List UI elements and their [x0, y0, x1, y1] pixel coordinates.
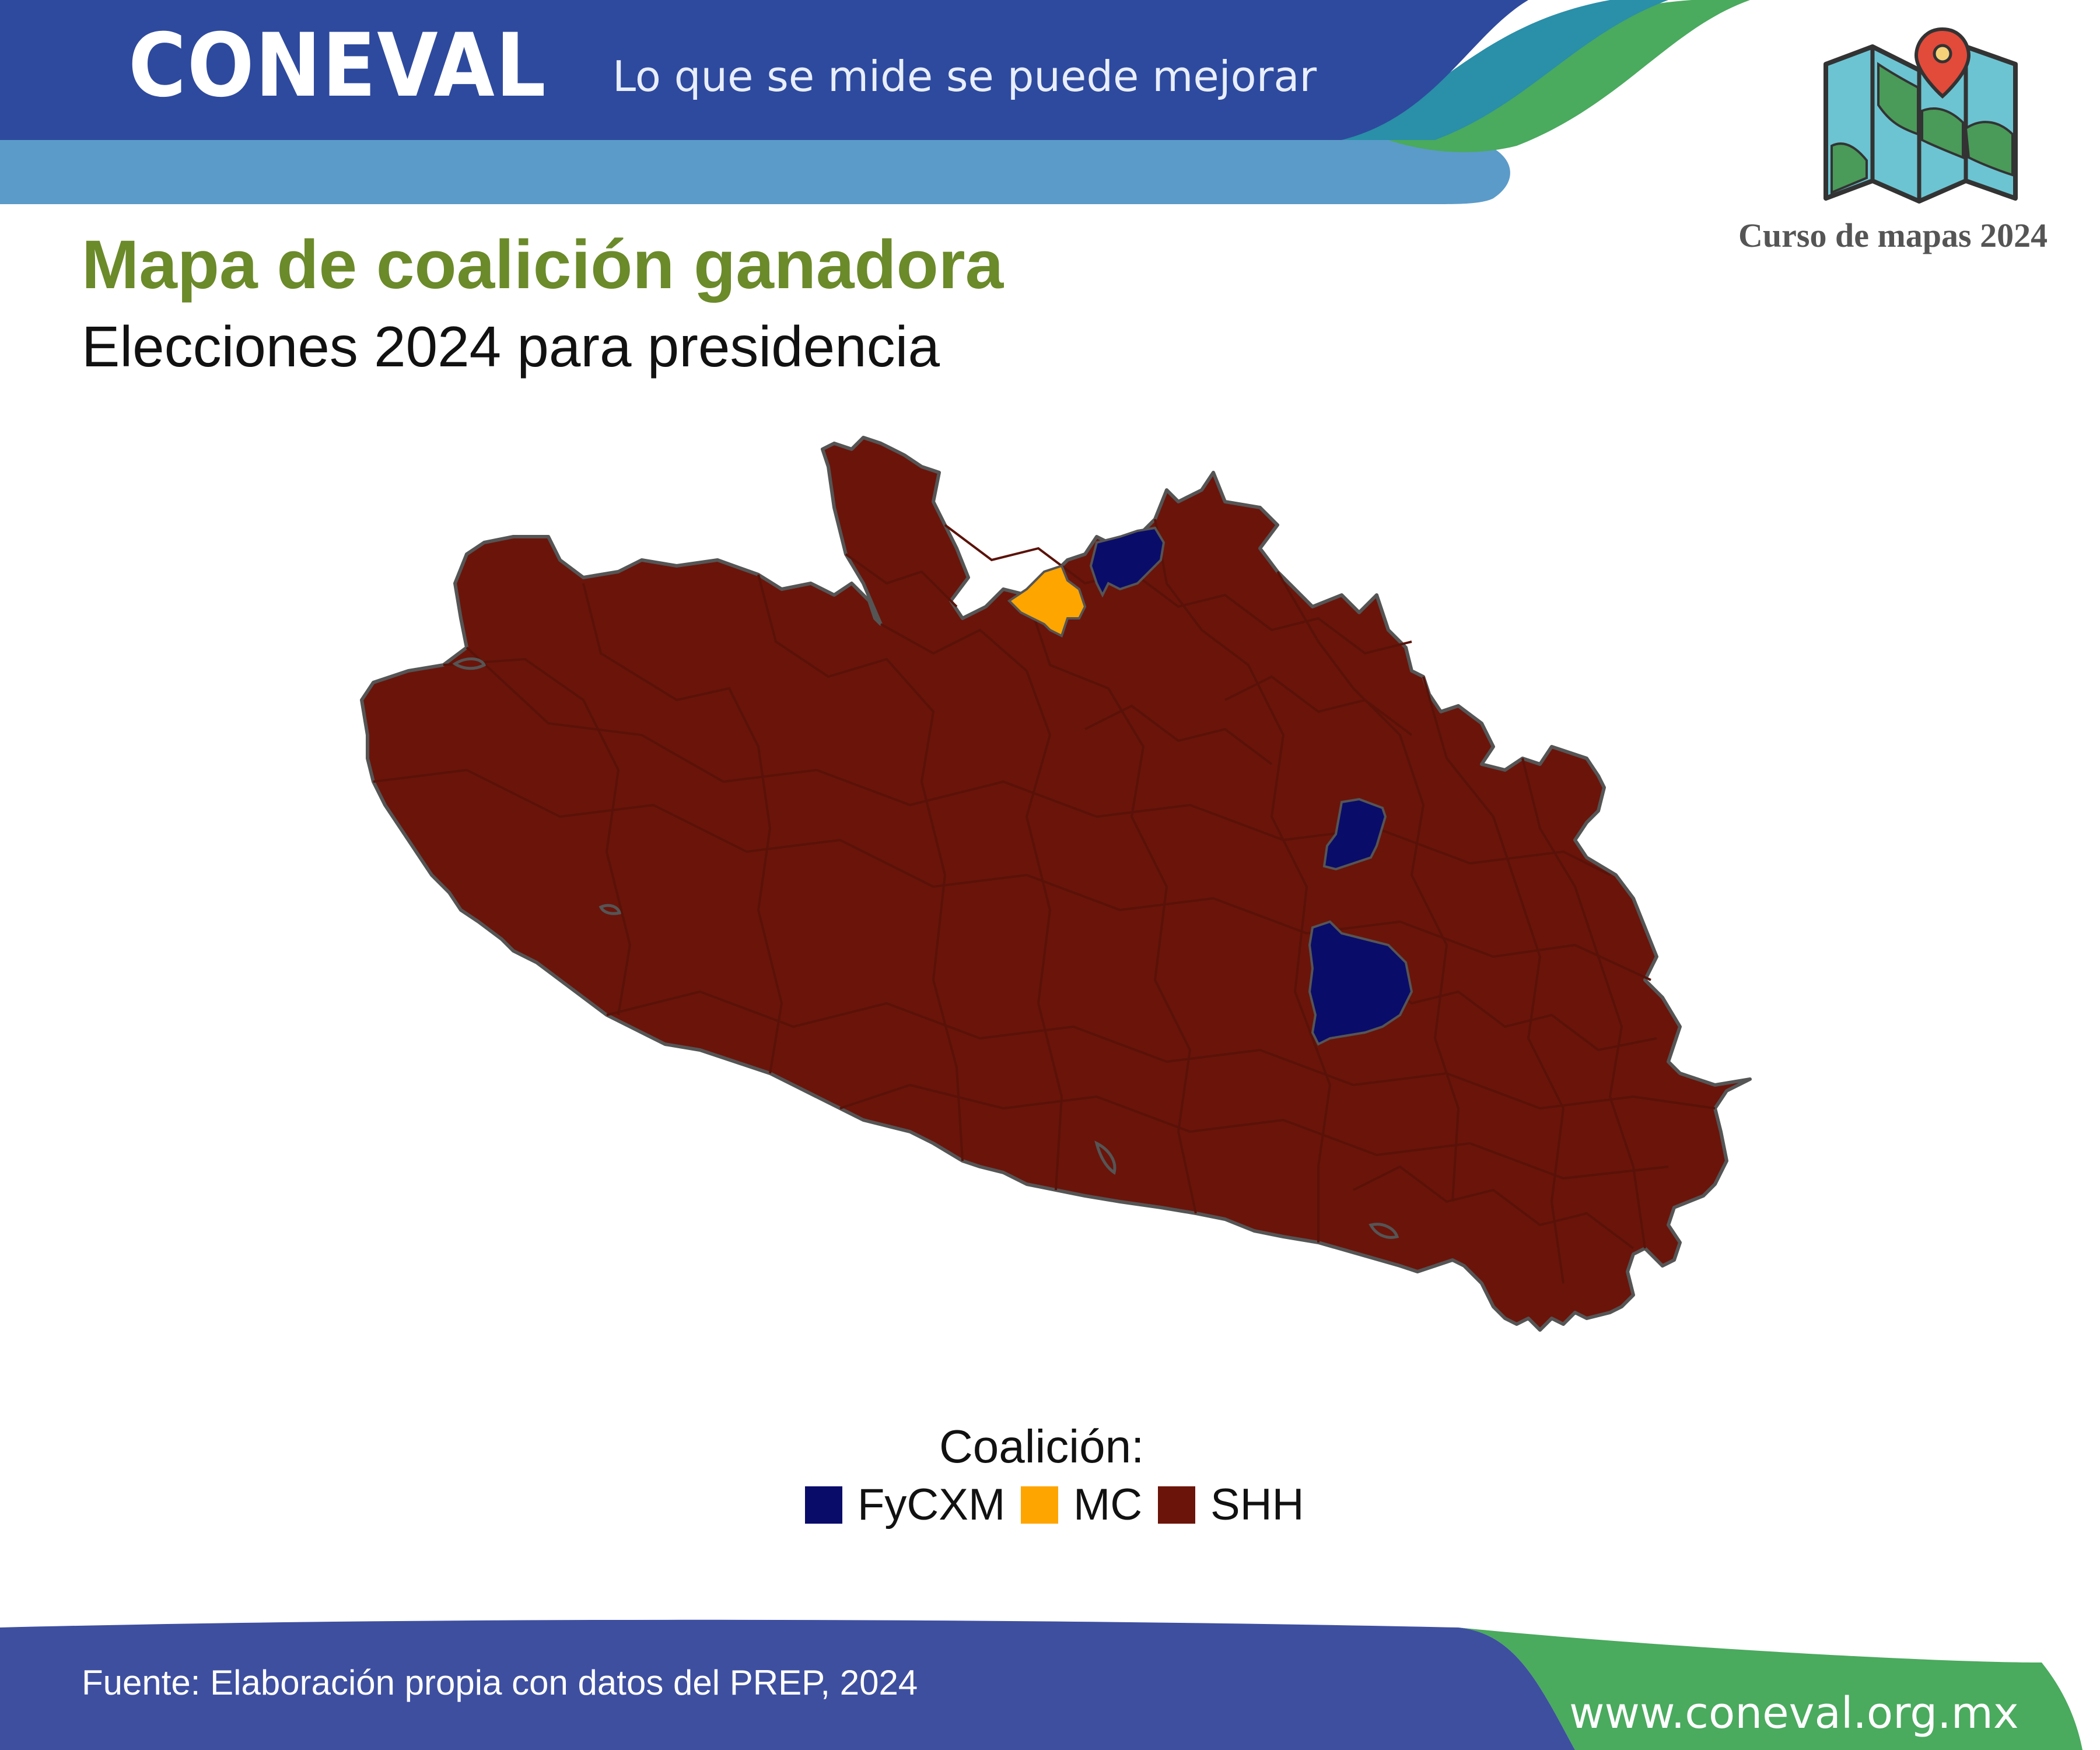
source-note: Fuente: Elaboración propia con datos del… [82, 1663, 918, 1702]
municipality-borders [373, 519, 1716, 1284]
legend-item-shh: SHH [1158, 1482, 1304, 1528]
municipality-fycxm-center [1322, 797, 1387, 871]
legend-swatch-mc [1021, 1486, 1058, 1524]
legend-label-mc: MC [1073, 1480, 1143, 1530]
header-banner [0, 0, 2100, 210]
legend-item-mc: MC [1021, 1482, 1142, 1528]
legend-swatch-fycxm [805, 1486, 842, 1524]
footer-banner [0, 1619, 2082, 1750]
state-region-shh [360, 436, 1752, 1332]
coneval-logo[interactable]: CONEVAL [128, 15, 547, 117]
municipality-fycxm-north [1089, 526, 1166, 598]
municipality-fycxm-south [1308, 920, 1413, 1046]
municipality-mc [1007, 564, 1087, 638]
page-subtitle: Elecciones 2024 para presidencia [82, 314, 940, 379]
folded-map-pin-icon [1824, 27, 2018, 204]
legend-label-shh: SHH [1210, 1480, 1304, 1530]
legend-item-fycxm: FyCXM [805, 1482, 1005, 1528]
legend-swatch-shh [1158, 1486, 1195, 1524]
coastal-lagoons [452, 657, 1399, 1239]
legend-label-fycxm: FyCXM [858, 1480, 1006, 1530]
slogan: Lo que se mide se puede mejorar [612, 52, 1317, 101]
page-title: Mapa de coalición ganadora [82, 226, 1004, 303]
legend-title: Coalición: [939, 1420, 1144, 1472]
website-link[interactable]: www.coneval.org.mx [1569, 1688, 2019, 1738]
course-label: Curso de mapas 2024 [1738, 216, 2048, 254]
